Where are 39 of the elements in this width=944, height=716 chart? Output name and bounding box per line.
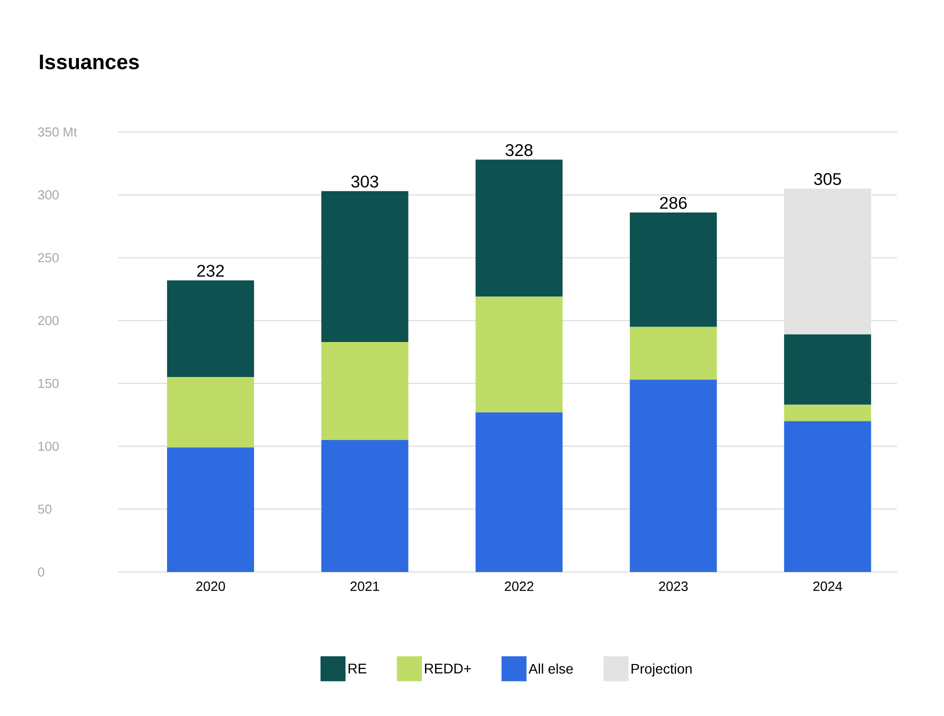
x-tick-label: 2024	[813, 582, 842, 592]
y-tick-label: 300	[38, 190, 59, 200]
total-label: 286	[660, 196, 687, 209]
bar	[784, 334, 872, 405]
total-label: 305	[814, 173, 841, 186]
legend-label: REDD+	[425, 664, 471, 674]
bar	[476, 296, 563, 412]
y-tick-label: 250	[38, 253, 59, 262]
y-tick-label: 150	[38, 378, 59, 388]
bar	[167, 377, 254, 448]
bar	[321, 342, 408, 440]
bar	[321, 440, 408, 572]
bar	[630, 326, 717, 380]
bar	[630, 380, 717, 572]
total-label: 328	[506, 144, 532, 156]
total-label: 303	[351, 176, 378, 188]
legend-label: All else	[528, 664, 573, 674]
bar	[167, 280, 254, 378]
legend-label: RE	[348, 664, 366, 674]
bar	[167, 448, 254, 572]
total-label: 232	[197, 264, 224, 277]
x-tick-label: 2023	[659, 582, 688, 592]
x-tick-label: 2020	[196, 582, 225, 592]
bar	[784, 404, 872, 422]
legend-label: Projection	[632, 664, 692, 676]
y-tick-label: 350 Mt	[38, 127, 77, 137]
bar	[321, 191, 408, 342]
y-tick-label: 200	[38, 316, 59, 326]
bar	[476, 412, 563, 572]
bar	[630, 212, 717, 327]
y-tick-label: 100	[38, 442, 59, 451]
x-tick-label: 2022	[504, 582, 534, 592]
y-tick-label: 50	[38, 504, 52, 514]
bar	[784, 421, 872, 572]
bar	[476, 160, 563, 297]
chart-title: Issuances	[40, 54, 139, 70]
y-tick-label: 0	[38, 567, 44, 577]
x-tick-label: 2021	[350, 582, 380, 592]
bar	[784, 188, 872, 334]
